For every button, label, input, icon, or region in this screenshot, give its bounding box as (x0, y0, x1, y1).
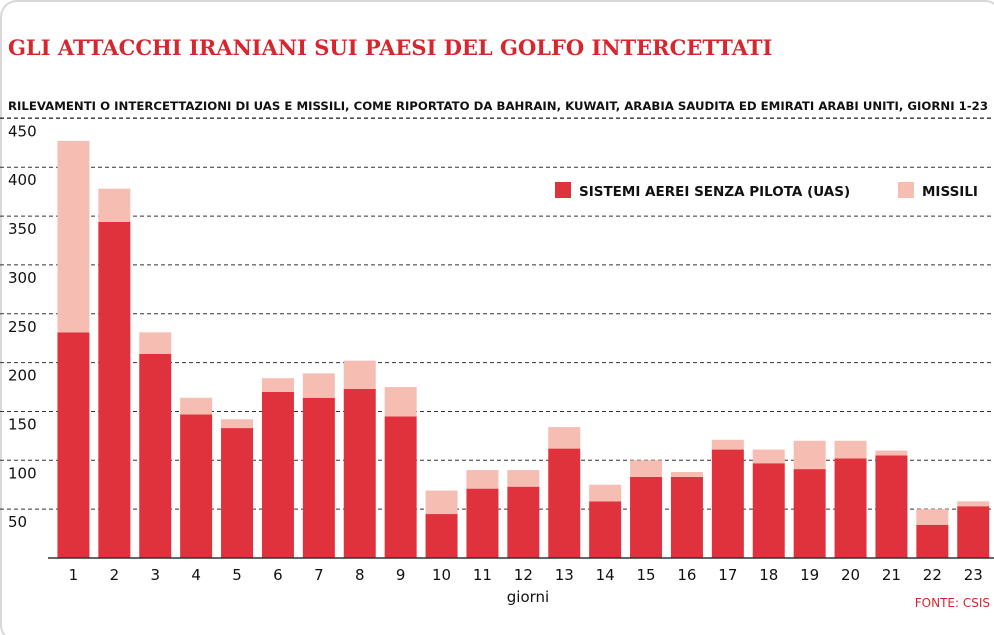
bar-segment (916, 524, 949, 558)
bar-segment (425, 490, 458, 515)
bar-segment (630, 476, 663, 558)
bar-segment (711, 449, 744, 558)
y-tick-label: 100 (8, 464, 37, 482)
x-tick-label: 5 (232, 566, 242, 584)
bar-segment (875, 455, 908, 558)
y-tick-label: 250 (8, 318, 37, 336)
bar-segment (466, 470, 499, 489)
x-tick-label: 13 (555, 566, 574, 584)
x-tick-label: 21 (882, 566, 901, 584)
chart-title: GLI ATTACCHI IRANIANI SUI PAESI DEL GOLF… (8, 35, 772, 60)
bar-segment (343, 360, 376, 389)
bar-segment (875, 450, 908, 456)
bar-segment (343, 388, 376, 558)
bar-segment (57, 140, 90, 333)
bar-segment (139, 353, 172, 558)
bar-segment (221, 419, 254, 429)
x-tick-label: 23 (964, 566, 983, 584)
bar-segment (261, 378, 294, 392)
y-tick-label: 300 (8, 269, 37, 287)
chart-subtitle: RILEVAMENTI O INTERCETTAZIONI DI UAS E M… (8, 99, 988, 113)
bar-segment (221, 428, 254, 558)
bar-segment (425, 514, 458, 558)
y-tick-label: 50 (8, 513, 27, 531)
legend-swatch (898, 182, 914, 198)
bar-segment (384, 416, 417, 558)
bar-segment (916, 509, 949, 525)
bar-segment (98, 188, 131, 222)
x-tick-label: 7 (314, 566, 324, 584)
x-tick-label: 10 (432, 566, 451, 584)
x-axis-label: giorni (507, 588, 549, 606)
y-tick-label: 400 (8, 171, 37, 189)
bar-segment (139, 332, 172, 354)
bar-segment (834, 440, 867, 459)
bar-segment (957, 506, 990, 558)
bar-segment (711, 439, 744, 450)
legend-label: MISSILI (922, 184, 978, 200)
bar-segment (98, 221, 131, 559)
bar-segment (466, 488, 499, 558)
bar-segment (752, 449, 785, 464)
x-tick-label: 22 (923, 566, 942, 584)
bar-segment (793, 440, 826, 470)
bar-segment (180, 397, 213, 415)
bar-segment (302, 397, 335, 558)
legend-label: SISTEMI AEREI SENZA PILOTA (UAS) (579, 184, 850, 200)
bar-segment (507, 486, 540, 558)
x-tick-label: 11 (473, 566, 492, 584)
bar-segment (57, 332, 90, 558)
bar-segment (180, 414, 213, 558)
bar-segment (302, 373, 335, 398)
bar-segment (548, 448, 581, 558)
x-tick-label: 9 (396, 566, 406, 584)
x-tick-label: 15 (637, 566, 656, 584)
y-tick-label: 350 (8, 220, 37, 238)
x-tick-label: 16 (677, 566, 696, 584)
bar-segment (589, 484, 622, 502)
y-tick-label: 450 (8, 122, 37, 140)
x-tick-label: 18 (759, 566, 778, 584)
x-tick-label: 3 (150, 566, 160, 584)
x-tick-label: 6 (273, 566, 283, 584)
x-tick-label: 19 (800, 566, 819, 584)
bar-segment (957, 501, 990, 507)
bar-segment (384, 387, 417, 417)
bar-segment (589, 501, 622, 558)
legend-swatch (555, 182, 571, 198)
x-tick-label: 4 (191, 566, 201, 584)
x-tick-label: 20 (841, 566, 860, 584)
x-tick-label: 14 (596, 566, 615, 584)
bar-segment (670, 472, 703, 477)
y-tick-label: 150 (8, 415, 37, 433)
x-tick-label: 2 (110, 566, 120, 584)
bar-segment (834, 458, 867, 558)
bar-segment (793, 469, 826, 558)
bar-segment (261, 391, 294, 558)
x-tick-label: 8 (355, 566, 365, 584)
bar-segment (507, 470, 540, 487)
y-tick-label: 200 (8, 367, 37, 385)
x-tick-label: 17 (718, 566, 737, 584)
x-tick-label: 12 (514, 566, 533, 584)
x-tick-label: 1 (69, 566, 79, 584)
bar-segment (752, 463, 785, 558)
bar-segment (670, 476, 703, 558)
source: FONTE: CSIS (915, 596, 990, 610)
bar-segment (548, 427, 581, 449)
bar-segment (630, 460, 663, 477)
